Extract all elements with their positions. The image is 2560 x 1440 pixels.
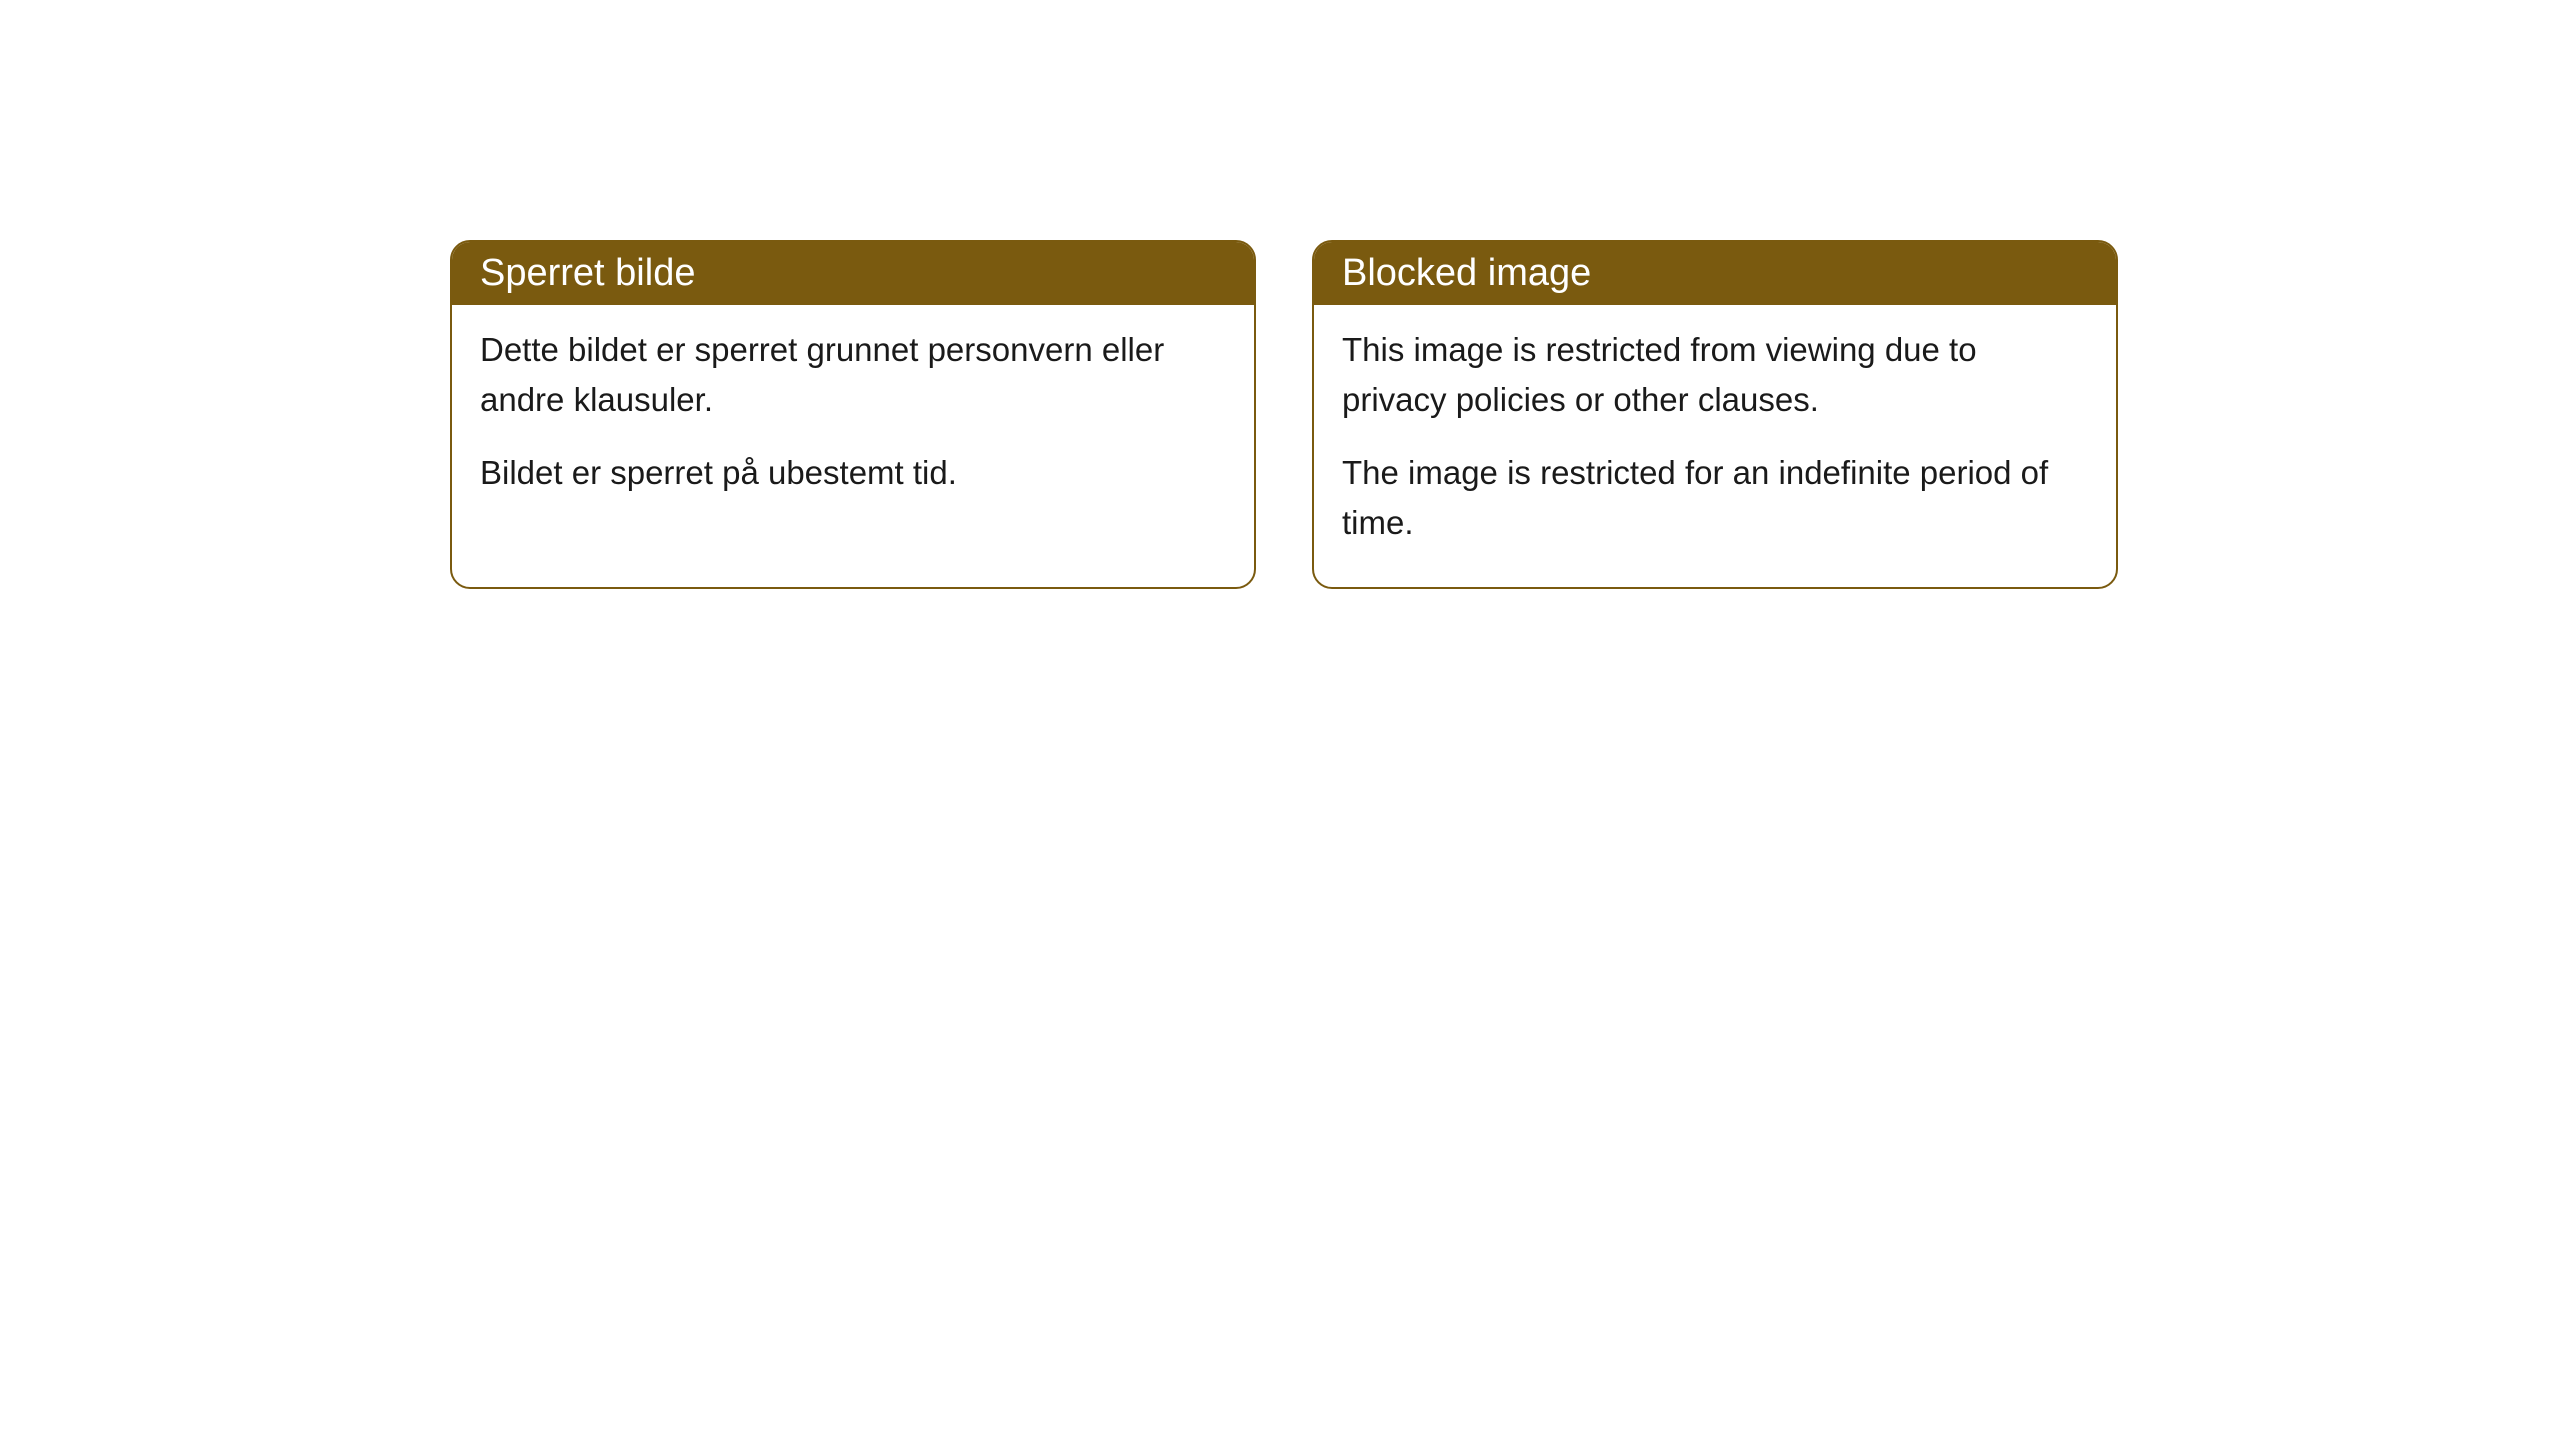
notice-title: Sperret bilde	[480, 252, 695, 294]
notice-header-english: Blocked image	[1314, 242, 2116, 305]
notice-paragraph: This image is restricted from viewing du…	[1342, 325, 2088, 424]
notice-body-english: This image is restricted from viewing du…	[1314, 305, 2116, 587]
notice-paragraph: The image is restricted for an indefinit…	[1342, 448, 2088, 547]
notice-card-norwegian: Sperret bilde Dette bildet er sperret gr…	[450, 240, 1256, 589]
notice-paragraph: Dette bildet er sperret grunnet personve…	[480, 325, 1226, 424]
notice-header-norwegian: Sperret bilde	[452, 242, 1254, 305]
notice-container: Sperret bilde Dette bildet er sperret gr…	[0, 0, 2560, 589]
notice-paragraph: Bildet er sperret på ubestemt tid.	[480, 448, 1226, 498]
notice-card-english: Blocked image This image is restricted f…	[1312, 240, 2118, 589]
notice-body-norwegian: Dette bildet er sperret grunnet personve…	[452, 305, 1254, 538]
notice-title: Blocked image	[1342, 252, 1591, 294]
